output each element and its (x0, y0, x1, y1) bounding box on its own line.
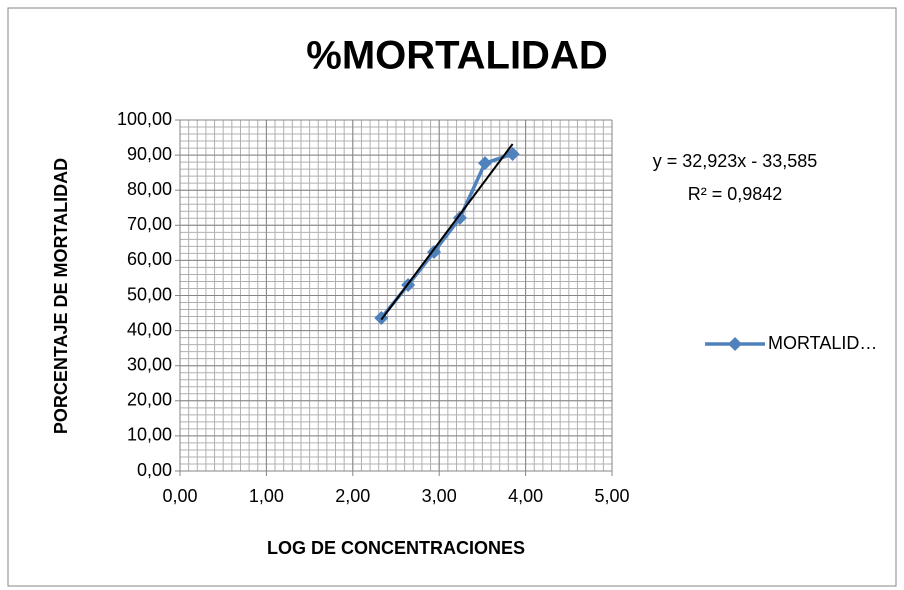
x-tick-label: 5,00 (594, 486, 629, 506)
y-tick-label: 20,00 (127, 390, 172, 410)
x-tick-label: 1,00 (249, 486, 284, 506)
y-tick-label: 100,00 (117, 109, 172, 129)
y-tick-label: 40,00 (127, 319, 172, 339)
x-tick-label: 4,00 (508, 486, 543, 506)
marker (728, 337, 742, 351)
x-tick-label: 0,00 (162, 486, 197, 506)
y-tick-label: 90,00 (127, 144, 172, 164)
y-tick-label: 10,00 (127, 425, 172, 445)
trendline-r2: R² = 0,9842 (688, 184, 783, 204)
y-tick-label: 80,00 (127, 179, 172, 199)
legend-label: MORTALID… (768, 333, 877, 353)
x-tick-label: 2,00 (335, 486, 370, 506)
trendline (380, 143, 514, 321)
x-tick-label: 3,00 (422, 486, 457, 506)
marker (477, 156, 492, 171)
marker (505, 147, 520, 162)
marker (452, 210, 467, 225)
y-tick-label: 60,00 (127, 249, 172, 269)
y-tick-label: 70,00 (127, 214, 172, 234)
y-axis-label: PORCENTAJE DE MORTALIDAD (51, 158, 71, 434)
marker (427, 244, 442, 259)
y-tick-label: 0,00 (137, 460, 172, 480)
x-axis-label: LOG DE CONCENTRACIONES (267, 538, 525, 558)
y-tick-label: 30,00 (127, 354, 172, 374)
y-tick-label: 50,00 (127, 284, 172, 304)
chart-title: %MORTALIDAD (306, 34, 607, 78)
chart-frame (7, 7, 897, 587)
trendline-equation: y = 32,923x - 33,585 (653, 151, 818, 171)
